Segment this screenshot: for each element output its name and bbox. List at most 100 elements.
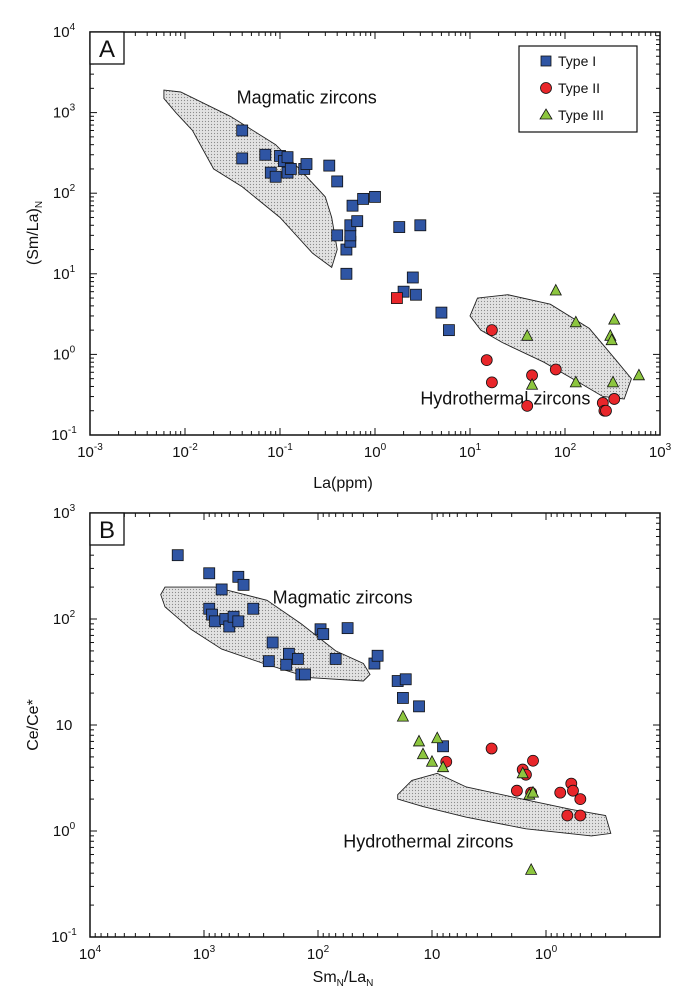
panel-b-x-tick-label: 102 [307,944,330,963]
panel-b-point-type-iii [436,760,450,773]
panel-a-point-type-i [269,170,282,183]
panel-a-label-box [89,31,125,65]
panel-b-point-type-i [329,653,342,665]
legend-label-type-iii: Type III [558,107,604,123]
panel-a-point-type-i [331,229,344,242]
panel-b-point-type-i [262,655,275,668]
panel-b-point-type-ii [527,754,539,767]
panel-b-point-type-iii [396,709,410,722]
panel-b-point-type-ii [510,784,523,797]
panel-a-region-label-hydrothermal: Hydrothermal zircons [420,388,590,408]
panel-a-y-tick-label: 10-1 [51,425,77,444]
panel-b-point-type-i [317,628,330,641]
panel-b-point-type-ii [485,742,498,755]
panel-a-y-tick-label: 103 [53,103,76,122]
panel-a-chart: Magmatic zircons Hydrothermal zircons 10-… [25,22,672,492]
panel-a-point-type-ii [485,376,498,389]
panel-b-point-type-i [171,549,184,562]
panel-a-point-type-ii [600,404,612,417]
panel-b-y-tick-label: 10-1 [51,927,77,946]
panel-a-x-tick-label: 101 [459,442,482,461]
panel-a-point-type-i [236,124,249,137]
panel-a-point-type-i [281,151,294,164]
panel-a-region-label-magmatic: Magmatic zircons [237,87,377,107]
panel-a-x-tick-label: 102 [554,442,577,461]
panel-a-x-axis-label: La(ppm) [313,475,373,492]
panel-a-x-tick-label: 103 [649,442,672,461]
panel-a-point-type-ii [549,363,562,376]
panel-b-x-axis-label: SmN/LaN [313,969,374,989]
legend-label-type-ii: Type II [558,80,600,96]
legend-marker-type-iii [539,108,553,120]
legend-marker-type-ii [540,82,552,94]
panel-b-point-type-i [232,615,245,628]
panel-b-y-tick-label: 100 [53,821,76,840]
panel-a-point-type-i [351,215,364,228]
panel-a-point-type-iii [569,375,582,388]
panel-b-point-type-i [371,649,384,662]
panel-a-point-type-ii [608,393,621,405]
panel-a-x-tick-label: 10-3 [77,442,103,461]
panel-a-point-type-i [236,152,249,165]
panel-a-region-magmatic [163,89,338,269]
panel-b-point-type-i [413,700,425,713]
panel-b-point-type-iii [412,734,426,747]
panel-a-y-axis-label: (Sm/La)N [25,201,45,265]
panel-b-point-type-iii [416,747,430,760]
panel-a-y-tick-label: 101 [53,264,76,283]
panel-b-chart: Magmatic zircons Hydrothermal zircons 104… [25,503,661,989]
panel-a-point-type-iii [569,315,582,328]
panel-b-point-type-iii [526,785,540,798]
panel-a-point-type-iii [608,312,621,325]
panel-b-point-type-i [203,567,216,580]
panel-a-legend: Type I Type II Type III [518,45,638,133]
panel-a-point-type-iii [525,377,539,390]
panel-a-point-type-i [393,221,406,233]
panel-b-region-hydrothermal [397,772,612,837]
panel-b-y-tick-label: 10 [56,717,73,734]
panel-b-point-type-ii [561,809,574,822]
panel-a-point-type-i [331,175,344,188]
panel-b-point-type-iii [425,754,439,767]
panel-a-point-type-iii [549,283,562,296]
panel-b-point-type-i [280,658,293,671]
panel-b-point-type-ii [567,784,579,797]
panel-a-point-type-ii [521,399,534,412]
panel-a-point-type-i [323,159,336,172]
panel-a-point-type-i [344,229,357,242]
panel-b-point-type-ii [574,793,587,805]
panel-b-plot-frame [89,512,661,938]
panel-b-y-axis-label: Ce/Ce* [25,699,42,751]
panel-a-y-tick-label: 102 [53,183,76,202]
panel-b-point-type-i [292,653,304,665]
panel-a-point-type-i [397,285,410,298]
panel-b-x-tick-label: 103 [193,944,216,963]
panel-a-point-type-iii [632,368,646,381]
legend-marker-type-i [540,55,552,67]
panel-b-point-type-i [341,622,354,635]
panel-b-x-tick-label: 100 [535,944,558,963]
panel-a-y-tick-label: 104 [53,22,76,41]
panel-a-point-type-i [406,271,419,284]
panel-a-x-tick-label: 100 [364,442,387,461]
panel-b-point-type-iii [524,862,538,875]
panel-b-point-type-iii [516,766,529,779]
panel-b-point-type-i [215,583,228,596]
panel-b-point-type-ii [554,786,567,799]
panel-b-y-tick-label: 103 [53,503,76,522]
panel-a-x-tick-label: 10-1 [267,442,293,461]
panel-b-x-tick-label: 104 [79,944,102,963]
panel-a-y-tick-label: 100 [53,344,76,363]
panel-b-label-box [89,512,125,546]
panel-a-label: A [99,36,115,63]
panel-b-point-type-i [237,578,250,591]
panel-a-point-type-ii [480,354,493,366]
panel-a-point-type-i [410,288,422,301]
panel-a-x-tick-label: 10-2 [172,442,198,461]
panel-a-point-type-i [340,267,353,280]
panel-b-point-type-i [437,740,449,753]
panel-b-point-type-i [399,673,412,686]
panel-a-point-type-i [443,324,455,337]
legend-box [518,45,638,133]
